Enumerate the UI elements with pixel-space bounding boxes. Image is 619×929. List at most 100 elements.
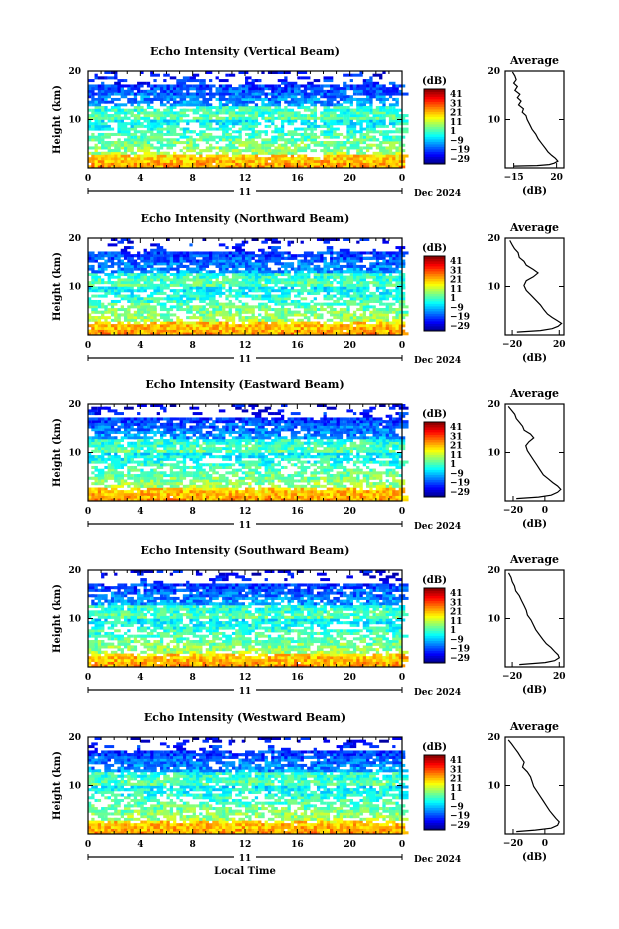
colorbar-segment	[424, 326, 445, 329]
colorbar-segment	[424, 313, 445, 317]
colorbar-segment	[424, 805, 445, 808]
colorbar-segment	[424, 775, 445, 778]
colorbar-segment	[424, 114, 445, 117]
colorbar-segment	[424, 149, 445, 152]
colorbar-segment	[424, 94, 445, 97]
y-tick-label: 20	[68, 733, 81, 743]
colorbar-segment	[424, 648, 445, 651]
colorbar-tick-label: 41	[450, 423, 463, 433]
colorbar-segment	[424, 615, 445, 619]
x-tick-label: 12	[239, 673, 252, 683]
x-tick-label: 16	[291, 673, 304, 683]
x-tick-label: 20	[343, 840, 356, 850]
colorbar-segment	[424, 316, 445, 319]
x-tick-label: 0	[399, 840, 405, 850]
colorbar-segment	[424, 820, 445, 823]
colorbar-segment	[424, 760, 445, 763]
colorbar-segment	[424, 815, 445, 818]
colorbar-segment	[424, 618, 445, 621]
colorbar-tick-label: 31	[450, 765, 463, 775]
profile-y-tick-label: 10	[487, 615, 500, 625]
colorbar-segment	[424, 427, 445, 430]
day-label: 11	[239, 188, 252, 198]
y-tick-label: 10	[68, 116, 81, 126]
colorbar-segment	[424, 477, 445, 480]
colorbar-tick-label: 1	[450, 793, 456, 803]
day-label: 11	[239, 355, 252, 365]
date-label: Dec 2024	[414, 855, 461, 865]
x-tick-label: 0	[85, 174, 91, 184]
colorbar-segment	[424, 588, 445, 591]
y-axis-label: Height (km)	[52, 751, 63, 820]
colorbar-tick-label: −29	[450, 821, 470, 831]
colorbar-frame	[423, 255, 446, 332]
y-axis-label: Height (km)	[52, 584, 63, 653]
heatmap-cells	[88, 238, 409, 336]
colorbar-tick-label: 31	[450, 598, 463, 608]
x-tick-label: 16	[291, 341, 304, 351]
profile-x-tick-label: 20	[553, 672, 566, 682]
x-tick-label: 16	[291, 840, 304, 850]
colorbar-segment	[424, 291, 445, 294]
colorbar-frame	[423, 421, 446, 498]
colorbar-segment	[424, 144, 445, 147]
colorbar-segment	[424, 610, 445, 614]
colorbar-segment	[424, 261, 445, 264]
profile-x-tick-label: −20	[503, 506, 523, 516]
colorbar-segment	[424, 459, 445, 463]
y-tick-label: 10	[68, 615, 81, 625]
x-tick-label: 4	[137, 673, 143, 683]
colorbar-tick-label: 11	[450, 784, 463, 794]
colorbar-tick-label: 41	[450, 257, 463, 267]
colorbar-segment	[424, 303, 445, 307]
colorbar-segment	[424, 827, 445, 831]
colorbar-segment	[424, 598, 445, 601]
colorbar-segment	[424, 424, 445, 428]
colorbar-tick-label: 21	[450, 775, 463, 785]
colorbar-segment	[424, 154, 445, 157]
colorbar-tick-label: −29	[450, 155, 470, 165]
colorbar-segment	[424, 276, 445, 279]
heatmap-cells	[88, 71, 409, 169]
colorbar-segment	[424, 101, 445, 105]
colorbar-segment	[424, 757, 445, 761]
colorbar-tick-label: 21	[450, 109, 463, 119]
colorbar-label: (dB)	[422, 243, 447, 254]
colorbar-segment	[424, 452, 445, 455]
colorbar-segment	[424, 293, 445, 297]
profile-x-tick-label: 0	[542, 506, 548, 516]
x-tick-label: 0	[399, 507, 405, 517]
colorbar-tick-label: −9	[450, 802, 464, 812]
x-tick-label: 12	[239, 840, 252, 850]
colorbar-segment	[424, 635, 445, 639]
colorbar-segment	[424, 792, 445, 796]
x-tick-label: 20	[343, 341, 356, 351]
x-tick-label: 8	[190, 840, 196, 850]
x-tick-label: 0	[399, 673, 405, 683]
colorbar-segment	[424, 633, 445, 636]
profile-line	[511, 71, 559, 167]
colorbar-segment	[424, 613, 445, 616]
colorbar-tick-label: 21	[450, 276, 463, 286]
x-tick-label: 20	[343, 174, 356, 184]
colorbar-label: (dB)	[422, 409, 447, 420]
colorbar-segment	[424, 159, 445, 162]
x-tick-label: 4	[137, 507, 143, 517]
colorbar-segment	[424, 89, 445, 92]
colorbar-segment	[424, 457, 445, 460]
profile-x-label: (dB)	[522, 685, 547, 696]
colorbar-segment	[424, 467, 445, 470]
colorbar-segment	[424, 434, 445, 438]
colorbar-segment	[424, 472, 445, 475]
colorbar-segment	[424, 106, 445, 110]
colorbar-segment	[424, 288, 445, 292]
colorbar-tick-label: 31	[450, 266, 463, 276]
x-tick-label: 0	[85, 341, 91, 351]
colorbar-segment	[424, 620, 445, 624]
x-tick-label: 12	[239, 341, 252, 351]
colorbar-tick-label: −9	[450, 303, 464, 313]
profile-y-tick-label: 20	[487, 566, 500, 576]
chart-title: Echo Intensity (Northward Beam)	[141, 212, 350, 225]
colorbar-segment	[424, 139, 445, 142]
